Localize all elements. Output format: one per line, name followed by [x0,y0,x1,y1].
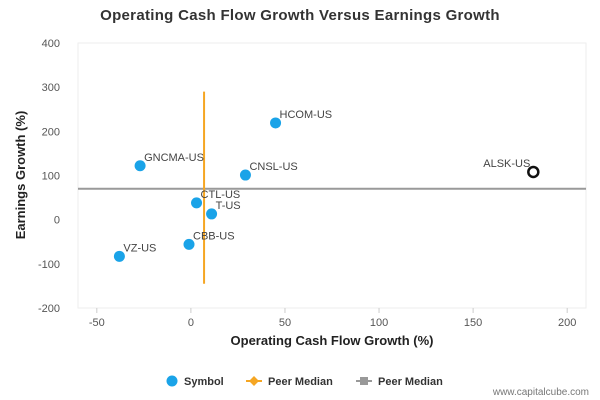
legend-symbol-marker [166,375,178,387]
credit-text: www.capitalcube.com [492,387,589,398]
x-axis-label: Operating Cash Flow Growth (%) [231,333,434,348]
y-tick-label: 400 [42,38,60,50]
data-point [191,197,203,209]
point-label: HCOM-US [280,109,333,121]
x-tick-label: 50 [279,317,291,329]
x-axis-ticks: -50 0 50 100 150 200 [89,308,576,329]
legend-square-marker [360,377,368,385]
point-label: GNCMA-US [144,152,204,164]
y-tick-label: -100 [38,259,60,271]
y-tick-label: 300 [42,82,60,94]
data-point [183,238,195,250]
peer-median-lines [78,91,586,284]
point-label: CNSL-US [249,161,297,173]
y-axis-label: Earnings Growth (%) [13,111,28,240]
legend-label: Symbol [184,376,224,388]
data-point [113,250,125,262]
legend-label: Peer Median [378,376,443,388]
x-tick-label: 100 [370,317,388,329]
legend-diamond-marker [249,376,259,386]
point-label: VZ-US [123,242,156,254]
x-tick-label: -50 [89,317,105,329]
legend-label: Peer Median [268,376,333,388]
chart-title: Operating Cash Flow Growth Versus Earnin… [100,7,500,24]
x-tick-label: 150 [464,317,482,329]
data-point [206,208,218,220]
point-label: CBB-US [193,230,235,242]
y-tick-label: -200 [38,303,60,315]
highlight-point [527,165,540,179]
y-tick-label: 0 [54,215,60,227]
legend: Symbol Peer Median Peer Median [166,375,443,388]
data-point [239,169,251,181]
point-label: T-US [216,200,241,212]
y-tick-label: 200 [42,126,60,138]
y-tick-label: 100 [42,171,60,183]
x-tick-label: 200 [558,317,576,329]
point-label: CTL-US [201,189,241,201]
plot-area [77,42,587,309]
y-axis-ticks: -200 -100 0 100 200 300 400 [38,38,60,315]
data-point [270,117,282,129]
data-points: HCOM-US GNCMA-US CNSL-US CTL-UST-US CBB-US VZ… [113,109,540,262]
data-point [134,160,146,172]
x-tick-label: 0 [188,317,194,329]
point-label: ALSK-US [483,158,530,170]
